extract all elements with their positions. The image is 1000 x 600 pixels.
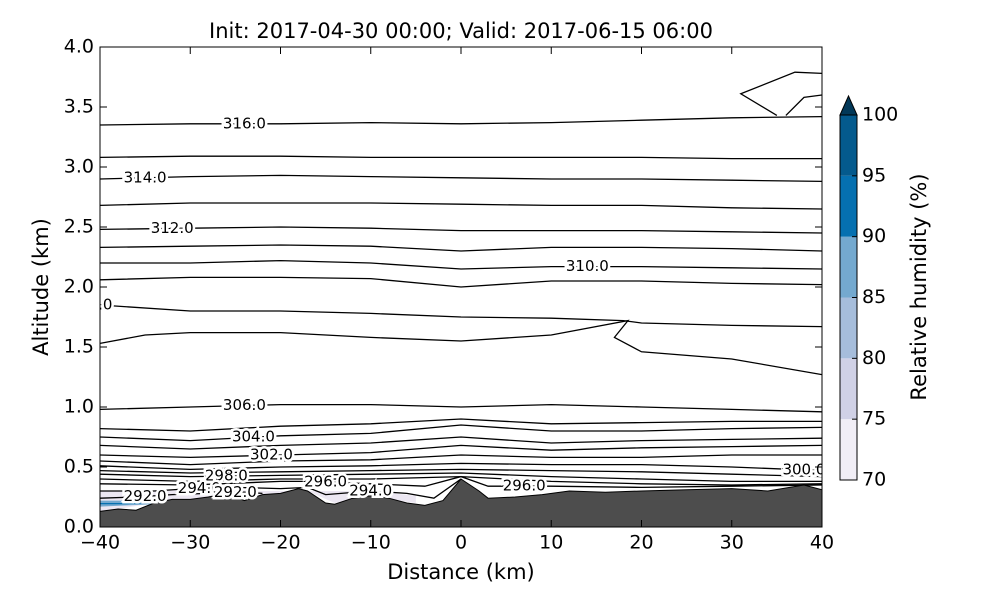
x-tick-label: −40	[80, 532, 120, 554]
contour-line	[100, 276, 822, 288]
y-tick-label: 3.0	[64, 156, 94, 178]
y-tick-label: 3.5	[64, 96, 94, 118]
contour-label: 300.0	[782, 460, 825, 478]
y-tick-label: 2.0	[64, 276, 94, 298]
x-axis-label: Distance (km)	[387, 560, 535, 584]
contour-line	[785, 94, 822, 116]
contour-label: 292.0	[214, 483, 257, 501]
x-tick-label: −10	[351, 532, 391, 554]
colorbar-extend	[839, 94, 858, 116]
x-tick-label: −20	[260, 532, 300, 554]
contour-label: 310.0	[566, 257, 609, 275]
contour-line	[100, 424, 822, 442]
contour-label: 306.0	[223, 396, 266, 414]
y-tick-label: 4.0	[64, 36, 94, 58]
colorbar-tick-label: 95	[862, 164, 886, 186]
x-tick-label: 0	[455, 532, 467, 554]
y-tick-label: 1.5	[64, 336, 94, 358]
x-tick-label: 20	[629, 532, 653, 554]
colorbar-tick-label: 85	[862, 286, 886, 308]
contour-line	[100, 444, 822, 459]
contour-label: 296.0	[503, 477, 546, 495]
contour-line	[100, 202, 822, 210]
contour-line	[100, 468, 822, 478]
y-tick-label: 1.0	[64, 396, 94, 418]
y-axis-label: Altitude (km)	[29, 218, 53, 356]
colorbar-tick-label: 100	[862, 104, 898, 126]
colorbar-band	[840, 115, 857, 176]
contour-line	[100, 226, 822, 234]
colorbar-band	[840, 358, 857, 420]
colorbar-band	[840, 175, 857, 237]
contour-line	[100, 436, 822, 450]
contour-label: 308.0	[69, 296, 112, 314]
contour-label: 292.0	[124, 487, 167, 505]
x-tick-label: 40	[810, 532, 834, 554]
chart-title: Init: 2017-04-30 00:00; Valid: 2017-06-1…	[209, 19, 713, 43]
y-tick-label: 0.5	[64, 456, 94, 478]
colorbar-band	[840, 419, 857, 480]
contour-line	[100, 115, 822, 126]
colorbar-tick-label: 70	[862, 469, 886, 491]
contour-label: 302.0	[250, 446, 293, 464]
contour-label: 312.0	[151, 219, 194, 237]
contour-label: 294.0	[178, 479, 221, 497]
axes: −40 −30 −20 −10 0 10 20 30 400.00.51.01.52.02.53…	[64, 36, 898, 554]
plot-area: 316.0 314.0 312.0 310.0 308.0 306.0 304.0302.0…	[69, 71, 825, 527]
contour-label: 298.0	[205, 467, 248, 485]
colorbar-band	[840, 297, 857, 359]
contour-label: 316.0	[223, 114, 266, 132]
colorbar-tick-label: 90	[862, 225, 886, 247]
contour-line	[100, 462, 822, 472]
colorbar-tick-label: 80	[862, 347, 886, 369]
colorbar-label: Relative humidity (%)	[907, 173, 931, 400]
colorbar-band	[840, 236, 857, 298]
contour-line	[100, 475, 822, 489]
contour-line	[100, 244, 822, 252]
contour-label: 296.0	[304, 473, 347, 491]
x-tick-label: −30	[170, 532, 210, 554]
contour-line	[100, 403, 822, 413]
contour-line	[100, 174, 822, 183]
contour-line	[100, 319, 822, 376]
x-tick-label: 30	[720, 532, 744, 554]
contour-label: 314.0	[124, 168, 167, 186]
contour-line	[739, 71, 822, 116]
contour-line	[100, 155, 822, 160]
contour-line	[100, 418, 822, 432]
contour-line	[100, 472, 822, 483]
contour-line	[100, 259, 822, 270]
colorbar-tick-label: 75	[862, 408, 886, 430]
y-tick-label: 2.5	[64, 216, 94, 238]
contour-line	[100, 304, 822, 328]
contour-label: 294.0	[349, 482, 392, 500]
contour-line	[100, 478, 462, 499]
contour-line	[100, 491, 263, 499]
y-tick-label: 0.0	[64, 516, 94, 538]
contour-label: 304.0	[232, 428, 275, 446]
x-tick-label: 10	[539, 532, 563, 554]
terrain	[100, 478, 822, 527]
shading-region	[100, 503, 146, 505]
contour-line	[100, 454, 822, 466]
